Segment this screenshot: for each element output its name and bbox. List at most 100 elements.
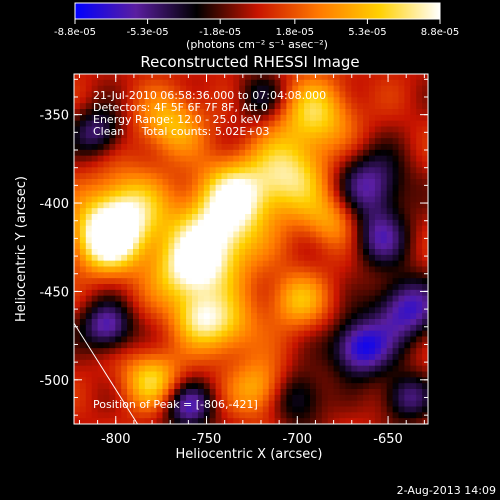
heatmap-cell bbox=[156, 103, 163, 110]
heatmap-cell bbox=[351, 138, 358, 145]
heatmap-cell bbox=[251, 184, 258, 192]
heatmap-cell bbox=[351, 231, 358, 238]
heatmap-cell bbox=[315, 278, 323, 285]
heatmap-cell bbox=[392, 132, 399, 139]
heatmap-cell bbox=[298, 354, 305, 361]
heatmap-cell bbox=[74, 196, 81, 203]
heatmap-cell bbox=[310, 278, 317, 285]
heatmap-cell bbox=[386, 74, 393, 81]
heatmap-cell bbox=[144, 406, 152, 413]
heatmap-cell bbox=[209, 144, 216, 151]
heatmap-cell bbox=[410, 167, 417, 174]
heatmap-cell bbox=[239, 278, 246, 285]
heatmap-cell bbox=[392, 173, 399, 180]
heatmap-cell bbox=[268, 418, 275, 424]
heatmap-cell bbox=[315, 167, 323, 174]
heatmap-cell bbox=[85, 103, 93, 110]
heatmap-cell bbox=[150, 190, 157, 197]
heatmap-cell bbox=[197, 103, 205, 110]
heatmap-cell bbox=[150, 348, 157, 355]
heatmap-cell bbox=[186, 365, 193, 372]
heatmap-cell bbox=[162, 184, 169, 192]
heatmap-cell bbox=[156, 406, 163, 413]
heatmap-cell bbox=[339, 167, 346, 174]
heatmap-cell bbox=[374, 225, 382, 232]
heatmap-cell bbox=[398, 266, 405, 273]
heatmap-cell bbox=[345, 167, 352, 174]
heatmap-cell bbox=[138, 225, 146, 232]
heatmap-cell bbox=[239, 132, 246, 139]
heatmap-cell bbox=[304, 196, 311, 203]
heatmap-cell bbox=[156, 412, 163, 419]
heatmap-cell bbox=[351, 377, 358, 384]
heatmap-cell bbox=[404, 295, 411, 302]
heatmap-cell bbox=[168, 196, 175, 203]
heatmap-cell bbox=[310, 225, 317, 232]
heatmap-cell bbox=[357, 342, 364, 349]
heatmap-cell bbox=[292, 284, 299, 291]
heatmap-cell bbox=[186, 103, 193, 110]
heatmap-cell bbox=[345, 103, 352, 110]
heatmap-cell bbox=[369, 103, 376, 110]
heatmap-cell bbox=[180, 103, 187, 110]
heatmap-cell bbox=[333, 74, 340, 81]
heatmap-cell bbox=[268, 295, 275, 302]
heatmap-cell bbox=[162, 85, 169, 92]
heatmap-cell bbox=[374, 120, 382, 127]
heatmap-cell bbox=[144, 196, 152, 203]
heatmap-cell bbox=[410, 313, 417, 320]
heatmap-cell bbox=[410, 214, 417, 221]
heatmap-cell bbox=[227, 418, 234, 424]
heatmap-cell bbox=[109, 249, 116, 256]
heatmap-cell bbox=[251, 74, 258, 81]
heatmap-cell bbox=[197, 202, 205, 209]
heatmap-cell bbox=[327, 214, 334, 221]
heatmap-cell bbox=[109, 371, 116, 378]
heatmap-cell bbox=[410, 173, 417, 180]
heatmap-cell bbox=[192, 272, 199, 279]
heatmap-cell bbox=[162, 196, 169, 203]
heatmap-cell bbox=[357, 289, 364, 297]
heatmap-cell bbox=[180, 91, 187, 98]
heatmap-cell bbox=[410, 103, 417, 110]
heatmap-cell bbox=[133, 149, 140, 157]
heatmap-cell bbox=[410, 120, 417, 127]
heatmap-cell bbox=[369, 289, 376, 297]
heatmap-cell bbox=[351, 394, 358, 402]
heatmap-cell bbox=[186, 295, 193, 302]
heatmap-cell bbox=[103, 97, 110, 104]
heatmap-cell bbox=[221, 272, 228, 279]
heatmap-cell bbox=[221, 249, 228, 256]
heatmap-cell bbox=[221, 120, 228, 127]
plot-frame bbox=[73, 73, 429, 425]
heatmap-cell bbox=[298, 85, 305, 92]
heatmap-cell bbox=[256, 254, 264, 262]
heatmap-cell bbox=[280, 354, 287, 361]
heatmap-cell bbox=[251, 149, 258, 157]
heatmap-cell bbox=[410, 307, 417, 314]
heatmap-cell bbox=[215, 284, 222, 291]
heatmap-cell bbox=[227, 109, 234, 116]
heatmap-cell bbox=[227, 161, 234, 168]
heatmap-cell bbox=[215, 389, 222, 396]
heatmap-cell bbox=[333, 389, 340, 396]
heatmap-cell bbox=[404, 278, 411, 285]
heatmap-cell bbox=[174, 319, 181, 326]
heatmap-cell bbox=[150, 389, 157, 396]
heatmap-cell bbox=[121, 184, 128, 192]
heatmap-cell bbox=[374, 97, 382, 104]
heatmap-cell bbox=[215, 132, 222, 139]
heatmap-cell bbox=[404, 85, 411, 92]
heatmap-cell bbox=[156, 109, 163, 116]
heatmap-cell bbox=[156, 383, 163, 390]
heatmap-cell bbox=[233, 91, 240, 98]
heatmap-cell bbox=[339, 202, 346, 209]
heatmap-cell bbox=[345, 342, 352, 349]
heatmap-cell bbox=[304, 418, 311, 424]
heatmap-cell bbox=[298, 284, 305, 291]
heatmap-cell bbox=[380, 231, 388, 238]
heatmap-cell bbox=[416, 377, 423, 384]
heatmap-cell bbox=[162, 400, 169, 407]
heatmap-cell bbox=[292, 184, 299, 192]
heatmap-cell bbox=[85, 214, 93, 221]
